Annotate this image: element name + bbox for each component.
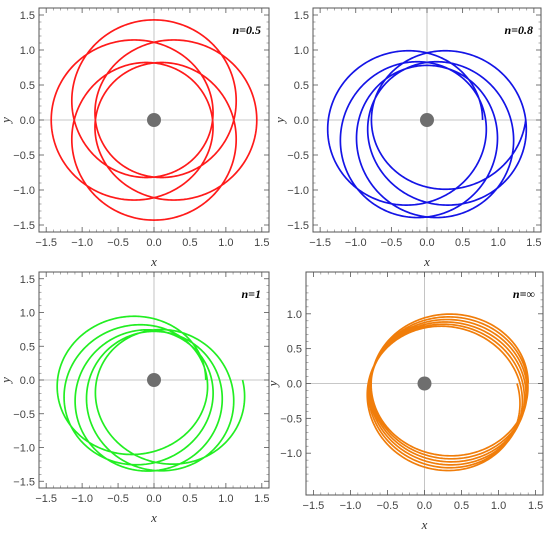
y-tick-label: −0.5 <box>287 150 309 162</box>
y-tick-label: −1.0 <box>13 185 35 197</box>
panel-label: n=0.5 <box>232 23 261 37</box>
plot-frame <box>38 7 270 233</box>
y-axis-label: y <box>0 377 13 385</box>
x-tick-label: 1.5 <box>528 500 543 512</box>
chart-panel-4: −1.5 −1.0 −0.5 0.0 0.5 1.0 1.5 −1.0 −0.5 0.0 0.5 1.… <box>265 271 544 532</box>
x-tick-label: −1.5 <box>35 237 57 249</box>
y-axis-label: y <box>0 117 13 125</box>
y-tick-label: 0.5 <box>287 344 302 356</box>
central-body-marker <box>420 113 434 127</box>
y-tick-label: 1.5 <box>20 274 35 286</box>
x-tick-label: 1.0 <box>491 500 506 512</box>
y-tick-label: 0.0 <box>294 115 309 127</box>
x-tick-label: −0.5 <box>377 500 399 512</box>
x-tick-label: −0.5 <box>107 493 129 505</box>
x-tick-label: 0.0 <box>146 237 161 249</box>
plot-frame <box>305 271 544 496</box>
chart-panel-1: −1.5 −1.0 −0.5 0.0 0.5 1.0 1.5 −1.5 −1.0 −0.5 0.0 0… <box>0 7 270 269</box>
orbit-series <box>326 49 528 219</box>
x-tick-label: −1.5 <box>35 493 57 505</box>
y-axis-label: y <box>265 380 280 388</box>
y-tick-label: 1.0 <box>20 45 35 57</box>
y-axis-label: y <box>272 117 287 125</box>
x-tick-label: 0.5 <box>182 493 197 505</box>
x-axis-label: x <box>150 510 157 525</box>
y-tick-label: 1.5 <box>294 10 309 22</box>
plot-frame <box>38 271 270 489</box>
x-tick-label: −1.0 <box>71 493 93 505</box>
y-tick-label: −1.5 <box>287 220 309 232</box>
y-tick-label: 0.0 <box>20 115 35 127</box>
y-tick-label: 0.5 <box>20 80 35 92</box>
y-tick-label: −0.5 <box>13 150 35 162</box>
central-body-marker <box>147 113 161 127</box>
x-tick-label: −1.0 <box>340 500 362 512</box>
y-tick-label: 0.0 <box>20 375 35 387</box>
y-tick-label: −0.5 <box>13 409 35 421</box>
x-tick-label: 0.0 <box>419 237 434 249</box>
x-tick-label: −1.5 <box>309 237 331 249</box>
chart-panel-3: −1.5 −1.0 −0.5 0.0 0.5 1.0 1.5 −1.5 −1.0 −0.5 0.0 0… <box>0 271 270 525</box>
plot-frame <box>312 7 542 233</box>
central-body-marker <box>417 376 432 391</box>
x-tick-label: 1.0 <box>491 237 506 249</box>
x-tick-label: −1.5 <box>303 500 325 512</box>
orbit-series <box>56 315 246 472</box>
y-tick-label: 0.5 <box>294 80 309 92</box>
x-tick-label: −1.0 <box>71 237 93 249</box>
y-tick-label: 0.0 <box>287 379 302 391</box>
y-tick-label: 1.0 <box>294 45 309 57</box>
y-tick-label: −1.5 <box>13 476 35 488</box>
y-tick-label: −1.0 <box>280 448 302 460</box>
y-tick-label: −1.0 <box>287 185 309 197</box>
x-axis-label: x <box>423 254 430 269</box>
x-tick-label: 0.5 <box>455 237 470 249</box>
x-tick-label: 0.5 <box>182 237 197 249</box>
x-tick-label: −1.0 <box>345 237 367 249</box>
central-body-marker <box>147 373 161 387</box>
x-tick-label: 0.0 <box>417 500 432 512</box>
panel-label: n=0.8 <box>504 23 533 37</box>
panel-label: n=∞ <box>513 287 535 301</box>
y-tick-label: −1.0 <box>13 443 35 455</box>
y-tick-label: 1.5 <box>20 10 35 22</box>
panel-label: n=1 <box>241 287 261 301</box>
orbit-series <box>50 19 258 221</box>
x-tick-label: 1.5 <box>526 237 541 249</box>
x-tick-label: 1.5 <box>254 493 269 505</box>
x-tick-label: 1.0 <box>218 493 233 505</box>
orbit-series <box>366 313 530 472</box>
x-tick-label: −0.5 <box>107 237 129 249</box>
y-tick-label: −1.5 <box>13 220 35 232</box>
x-axis-label: x <box>150 254 157 269</box>
x-tick-label: 1.5 <box>254 237 269 249</box>
x-axis-label: x <box>421 517 428 532</box>
y-tick-label: −0.5 <box>280 413 302 425</box>
x-tick-label: −0.5 <box>381 237 403 249</box>
x-tick-label: 0.0 <box>146 493 161 505</box>
chart-panel-2: −1.5 −1.0 −0.5 0.0 0.5 1.0 1.5 −1.5 −1.0 −0.5 0.0 0… <box>272 7 542 269</box>
x-tick-label: 0.5 <box>454 500 469 512</box>
x-tick-label: 1.0 <box>218 237 233 249</box>
y-tick-label: 1.0 <box>287 309 302 321</box>
y-tick-label: 1.0 <box>20 308 35 320</box>
y-tick-label: 0.5 <box>20 341 35 353</box>
